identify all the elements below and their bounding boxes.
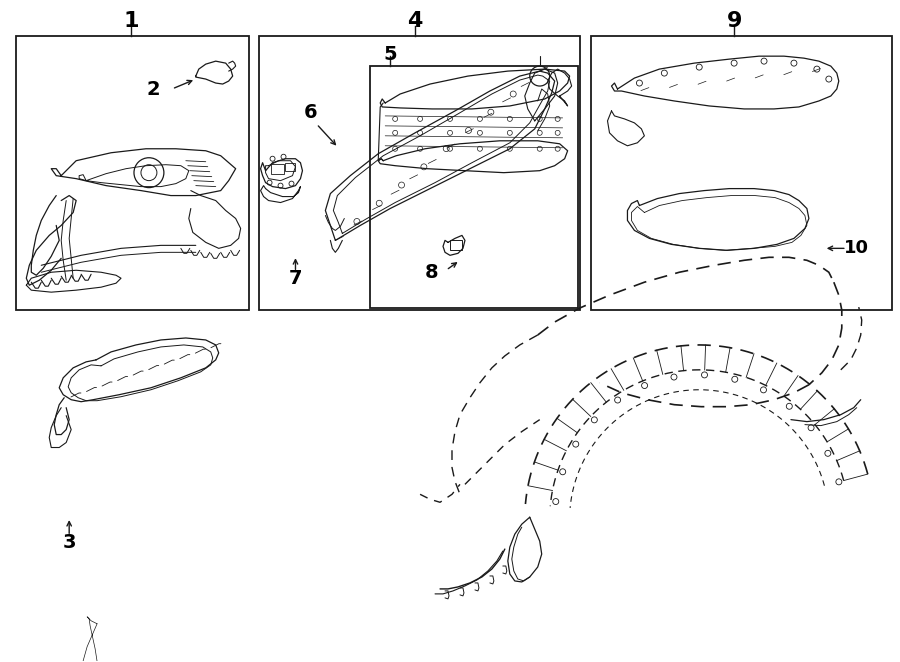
Bar: [258, 36, 580, 310]
Bar: [450, 240, 462, 250]
Bar: [271, 164, 284, 173]
Bar: [16, 36, 248, 310]
Bar: [284, 163, 295, 171]
Text: 4: 4: [408, 11, 423, 31]
Text: 8: 8: [425, 263, 439, 282]
Text: 2: 2: [146, 79, 159, 99]
Text: 1: 1: [123, 11, 139, 31]
Text: 3: 3: [62, 533, 76, 551]
Text: 9: 9: [726, 11, 742, 31]
Text: 5: 5: [383, 44, 397, 64]
Bar: [370, 66, 578, 308]
Text: 10: 10: [844, 240, 869, 258]
Text: 7: 7: [289, 269, 302, 288]
Bar: [590, 36, 892, 310]
Text: 6: 6: [303, 103, 317, 122]
